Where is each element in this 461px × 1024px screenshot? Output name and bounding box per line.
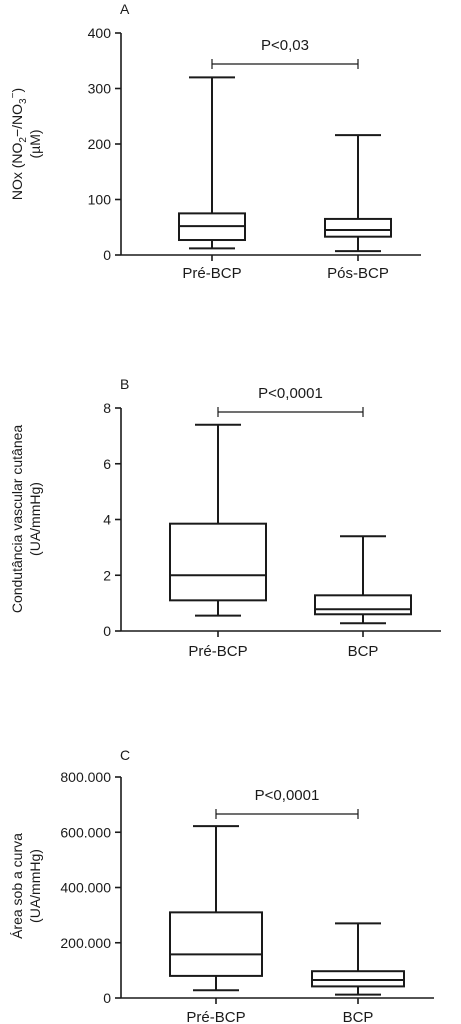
y-tick-label: 6	[103, 456, 111, 472]
iqr-box	[324, 217, 392, 238]
y-axis-label-part: −	[9, 129, 25, 137]
y-axis-label: Condutância vascular cutânea (UA/mmHg)	[9, 425, 43, 614]
iqr-box	[169, 911, 263, 977]
y-tick-label: 0	[103, 247, 111, 263]
y-axis-label-part: (UA/mmHg)	[27, 849, 43, 923]
y-axis-label-part: 3	[18, 98, 29, 104]
panel-label: A	[120, 1, 130, 17]
box-plot-1	[178, 76, 246, 250]
box-plot-1	[169, 423, 267, 617]
y-tick-label: 200	[88, 136, 112, 152]
y-axis-label-line: Condutância vascular cutânea	[9, 425, 25, 614]
x-category-label: Pós-BCP	[327, 265, 389, 282]
y-tick-label: 300	[88, 81, 112, 97]
y-axis-label-line: NOx (NO2−/NO3−)	[8, 88, 29, 200]
y-axis-label-line: (UA/mmHg)	[27, 849, 43, 923]
y-tick-label: 100	[88, 192, 112, 208]
y-tick-label: 400.000	[60, 880, 111, 896]
box-plot-1	[169, 825, 263, 992]
p-value-label: P<0,0001	[258, 385, 323, 402]
y-axis-label-part: Área sob a curva	[9, 833, 25, 939]
y-axis-label-part: −	[8, 92, 19, 98]
y-tick-label: 8	[103, 400, 111, 416]
y-tick-label: 2	[103, 567, 111, 583]
y-tick-label: 600.000	[60, 824, 111, 840]
y-tick-label: 0	[103, 623, 111, 639]
y-tick-label: 0	[103, 990, 111, 1006]
y-tick-label: 200.000	[60, 935, 111, 951]
y-tick-label: 400	[88, 25, 112, 41]
y-axis-label-line: (µM)	[27, 129, 43, 158]
y-axis-label-part: (µM)	[27, 129, 43, 158]
y-axis-label-part: NOx (NO	[9, 142, 25, 200]
p-value-label: P<0,0001	[255, 787, 320, 804]
box-plot-2	[314, 535, 412, 625]
y-axis-label: NOx (NO2−/NO3−)(µM)	[8, 88, 43, 200]
panel-label: C	[120, 747, 130, 763]
iqr-box	[169, 522, 267, 602]
box-plot-2	[324, 134, 392, 253]
y-axis-label: Área sob a curva (UA/mmHg)	[9, 833, 43, 939]
chart-panel-c: C 0 200.000 400.000 600.000 800.000 Pré-BCP BCP…	[9, 747, 434, 1024]
y-axis-label-part: /NO	[9, 104, 25, 129]
x-category-label: BCP	[348, 643, 379, 660]
x-category-label: Pré-BCP	[182, 265, 241, 282]
y-tick-label: 4	[103, 512, 111, 528]
y-tick-label: 800.000	[60, 769, 111, 785]
chart-panel-b: B 0 2 4 6 8 Pré-BCP BCP Condutância vascular cut…	[9, 376, 441, 660]
y-axis-label-line: (UA/mmHg)	[27, 482, 43, 556]
y-axis-label-part: (UA/mmHg)	[27, 482, 43, 556]
x-category-label: BCP	[343, 1009, 374, 1024]
x-category-label: Pré-BCP	[186, 1009, 245, 1024]
iqr-box	[311, 970, 405, 988]
y-axis-label-part: Condutância vascular cutânea	[9, 425, 25, 614]
box-plot-2	[311, 922, 405, 996]
y-axis-label-line: Área sob a curva	[9, 833, 25, 939]
y-axis-label-part: )	[9, 88, 25, 93]
x-category-label: Pré-BCP	[188, 643, 247, 660]
panel-label: B	[120, 376, 129, 392]
p-value-label: P<0,03	[261, 37, 309, 54]
iqr-box	[314, 594, 412, 616]
y-axis-label-part: 2	[18, 137, 29, 143]
